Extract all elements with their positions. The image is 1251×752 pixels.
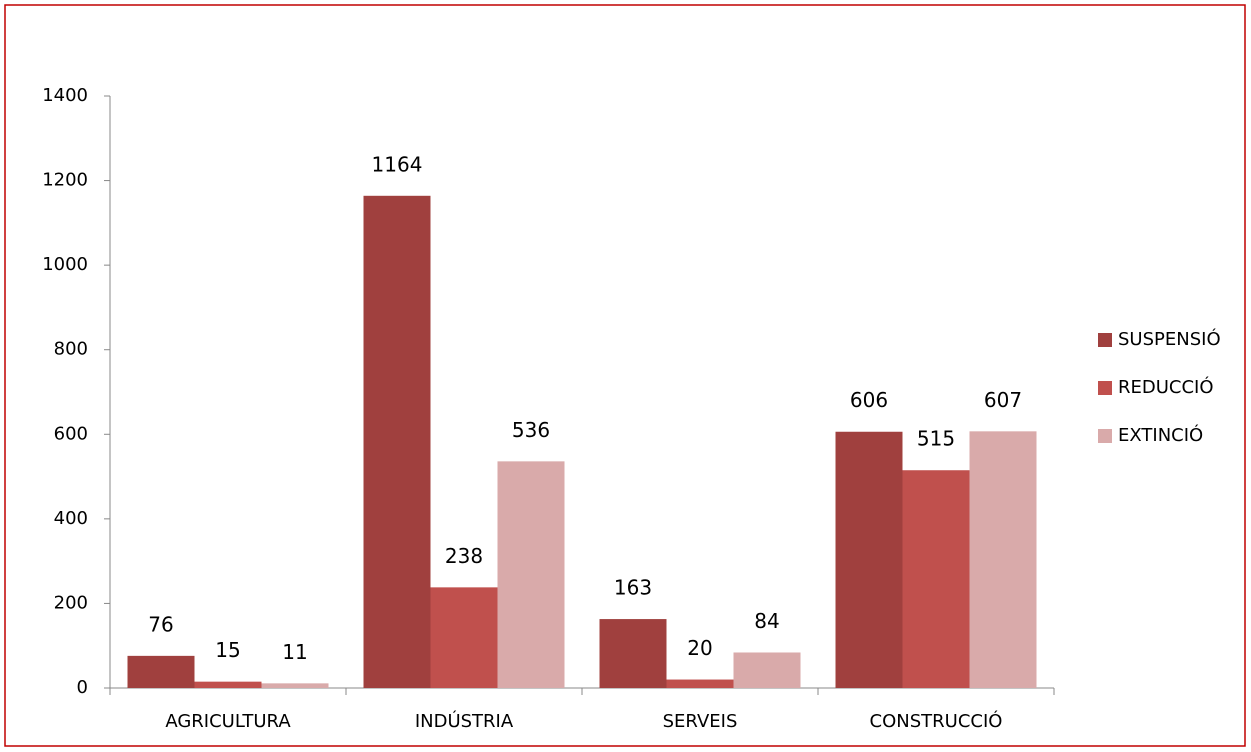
bar bbox=[969, 431, 1037, 688]
bar bbox=[599, 619, 667, 688]
data-label: 1164 bbox=[372, 152, 423, 176]
bar bbox=[261, 683, 329, 688]
data-label: 515 bbox=[917, 427, 955, 451]
bar bbox=[194, 681, 262, 688]
legend-label: SUSPENSIÓ bbox=[1118, 328, 1221, 350]
y-tick-label: 1000 bbox=[42, 254, 88, 275]
y-tick-label: 1400 bbox=[42, 85, 88, 106]
data-label: 11 bbox=[282, 640, 307, 664]
y-tick-label: 800 bbox=[54, 339, 88, 360]
data-label: 15 bbox=[215, 638, 240, 662]
bar bbox=[902, 470, 970, 688]
bar bbox=[835, 431, 903, 688]
legend-swatch bbox=[1098, 333, 1112, 347]
x-tick-label: SERVEIS bbox=[663, 711, 738, 732]
data-label: 606 bbox=[850, 388, 888, 412]
data-label: 76 bbox=[148, 612, 173, 636]
bar bbox=[733, 652, 801, 688]
data-label: 20 bbox=[687, 636, 712, 660]
legend-label: EXTINCIÓ bbox=[1118, 424, 1203, 446]
bar bbox=[430, 587, 498, 688]
y-tick-label: 600 bbox=[54, 423, 88, 444]
bar bbox=[666, 679, 734, 688]
legend-swatch bbox=[1098, 429, 1112, 443]
data-label: 84 bbox=[754, 609, 779, 633]
legend-label: REDUCCIÓ bbox=[1118, 376, 1214, 398]
y-tick-label: 200 bbox=[54, 592, 88, 613]
bar bbox=[497, 461, 565, 688]
data-label: 238 bbox=[445, 544, 483, 568]
y-tick-label: 1200 bbox=[42, 170, 88, 191]
y-tick-label: 0 bbox=[77, 677, 88, 698]
data-label: 163 bbox=[614, 576, 652, 600]
x-tick-label: CONSTRUCCIÓ bbox=[870, 710, 1003, 732]
legend-swatch bbox=[1098, 381, 1112, 395]
data-label: 607 bbox=[984, 388, 1022, 412]
x-tick-label: AGRICULTURA bbox=[165, 711, 291, 732]
data-label: 536 bbox=[512, 418, 550, 442]
x-tick-label: INDÚSTRIA bbox=[415, 710, 514, 732]
y-tick-label: 400 bbox=[54, 508, 88, 529]
bar bbox=[127, 655, 195, 688]
bar bbox=[363, 195, 431, 688]
